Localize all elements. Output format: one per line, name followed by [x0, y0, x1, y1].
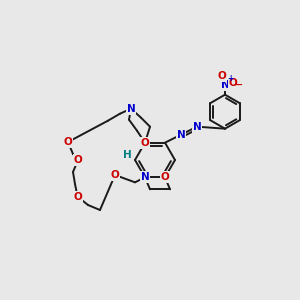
Text: O: O [229, 78, 237, 88]
Text: N: N [127, 104, 135, 114]
Text: N: N [177, 130, 185, 140]
Text: −: − [234, 80, 244, 90]
Text: O: O [74, 155, 82, 165]
Text: N: N [141, 172, 149, 182]
Text: O: O [64, 137, 72, 147]
Text: O: O [141, 138, 149, 148]
Text: N: N [193, 122, 201, 132]
Text: N: N [220, 80, 230, 90]
Text: O: O [74, 192, 82, 202]
Text: +: + [227, 74, 233, 83]
Text: H: H [123, 150, 131, 160]
Text: O: O [111, 170, 119, 180]
Text: O: O [160, 172, 169, 182]
Text: O: O [218, 71, 226, 81]
